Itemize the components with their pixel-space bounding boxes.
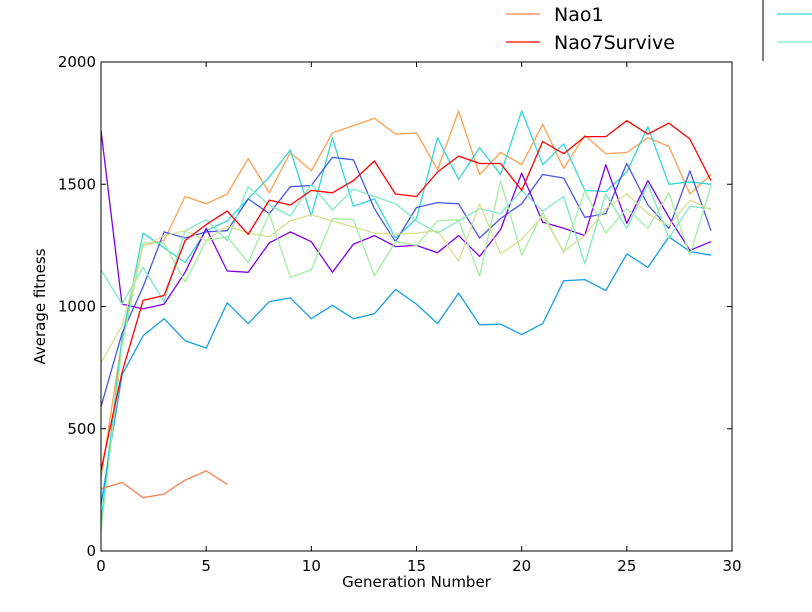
series-layer (100, 110, 712, 532)
ticks-layer: 0 5 10 15 20 25 30 0 500 1000 1500 2000 (58, 53, 742, 575)
series-line-1 (100, 470, 228, 499)
x-tick-label: 5 (201, 557, 211, 575)
series-line-4 (100, 110, 712, 522)
y-tick-label: 1000 (58, 298, 96, 316)
series-line-3 (100, 110, 712, 478)
x-tick-label: 30 (722, 557, 741, 575)
legend: Nao1 Nao7Survive (506, 0, 812, 61)
plot-frame (100, 61, 733, 552)
series-line-7 (100, 130, 712, 310)
y-axis-label: Average fitness (31, 248, 49, 364)
y-tick-label: 2000 (58, 53, 96, 71)
series-line-8 (100, 183, 712, 305)
legend-label: Nao7Survive (554, 32, 675, 54)
series-line-9 (100, 179, 712, 532)
y-tick-label: 1500 (58, 175, 96, 193)
series-line-10 (100, 193, 712, 364)
series-line-2 (100, 120, 712, 471)
x-axis-label: Generation Number (342, 573, 492, 591)
x-tick-label: 20 (512, 557, 531, 575)
x-tick-label: 10 (302, 557, 321, 575)
y-tick-label: 0 (86, 542, 96, 560)
series-line-6 (100, 156, 712, 407)
legend-label: Nao1 (554, 4, 604, 26)
y-tick-label: 500 (67, 420, 96, 438)
x-tick-label: 0 (96, 557, 106, 575)
x-tick-label: 15 (407, 557, 426, 575)
series-line-5 (100, 236, 712, 505)
x-tick-label: 25 (617, 557, 636, 575)
